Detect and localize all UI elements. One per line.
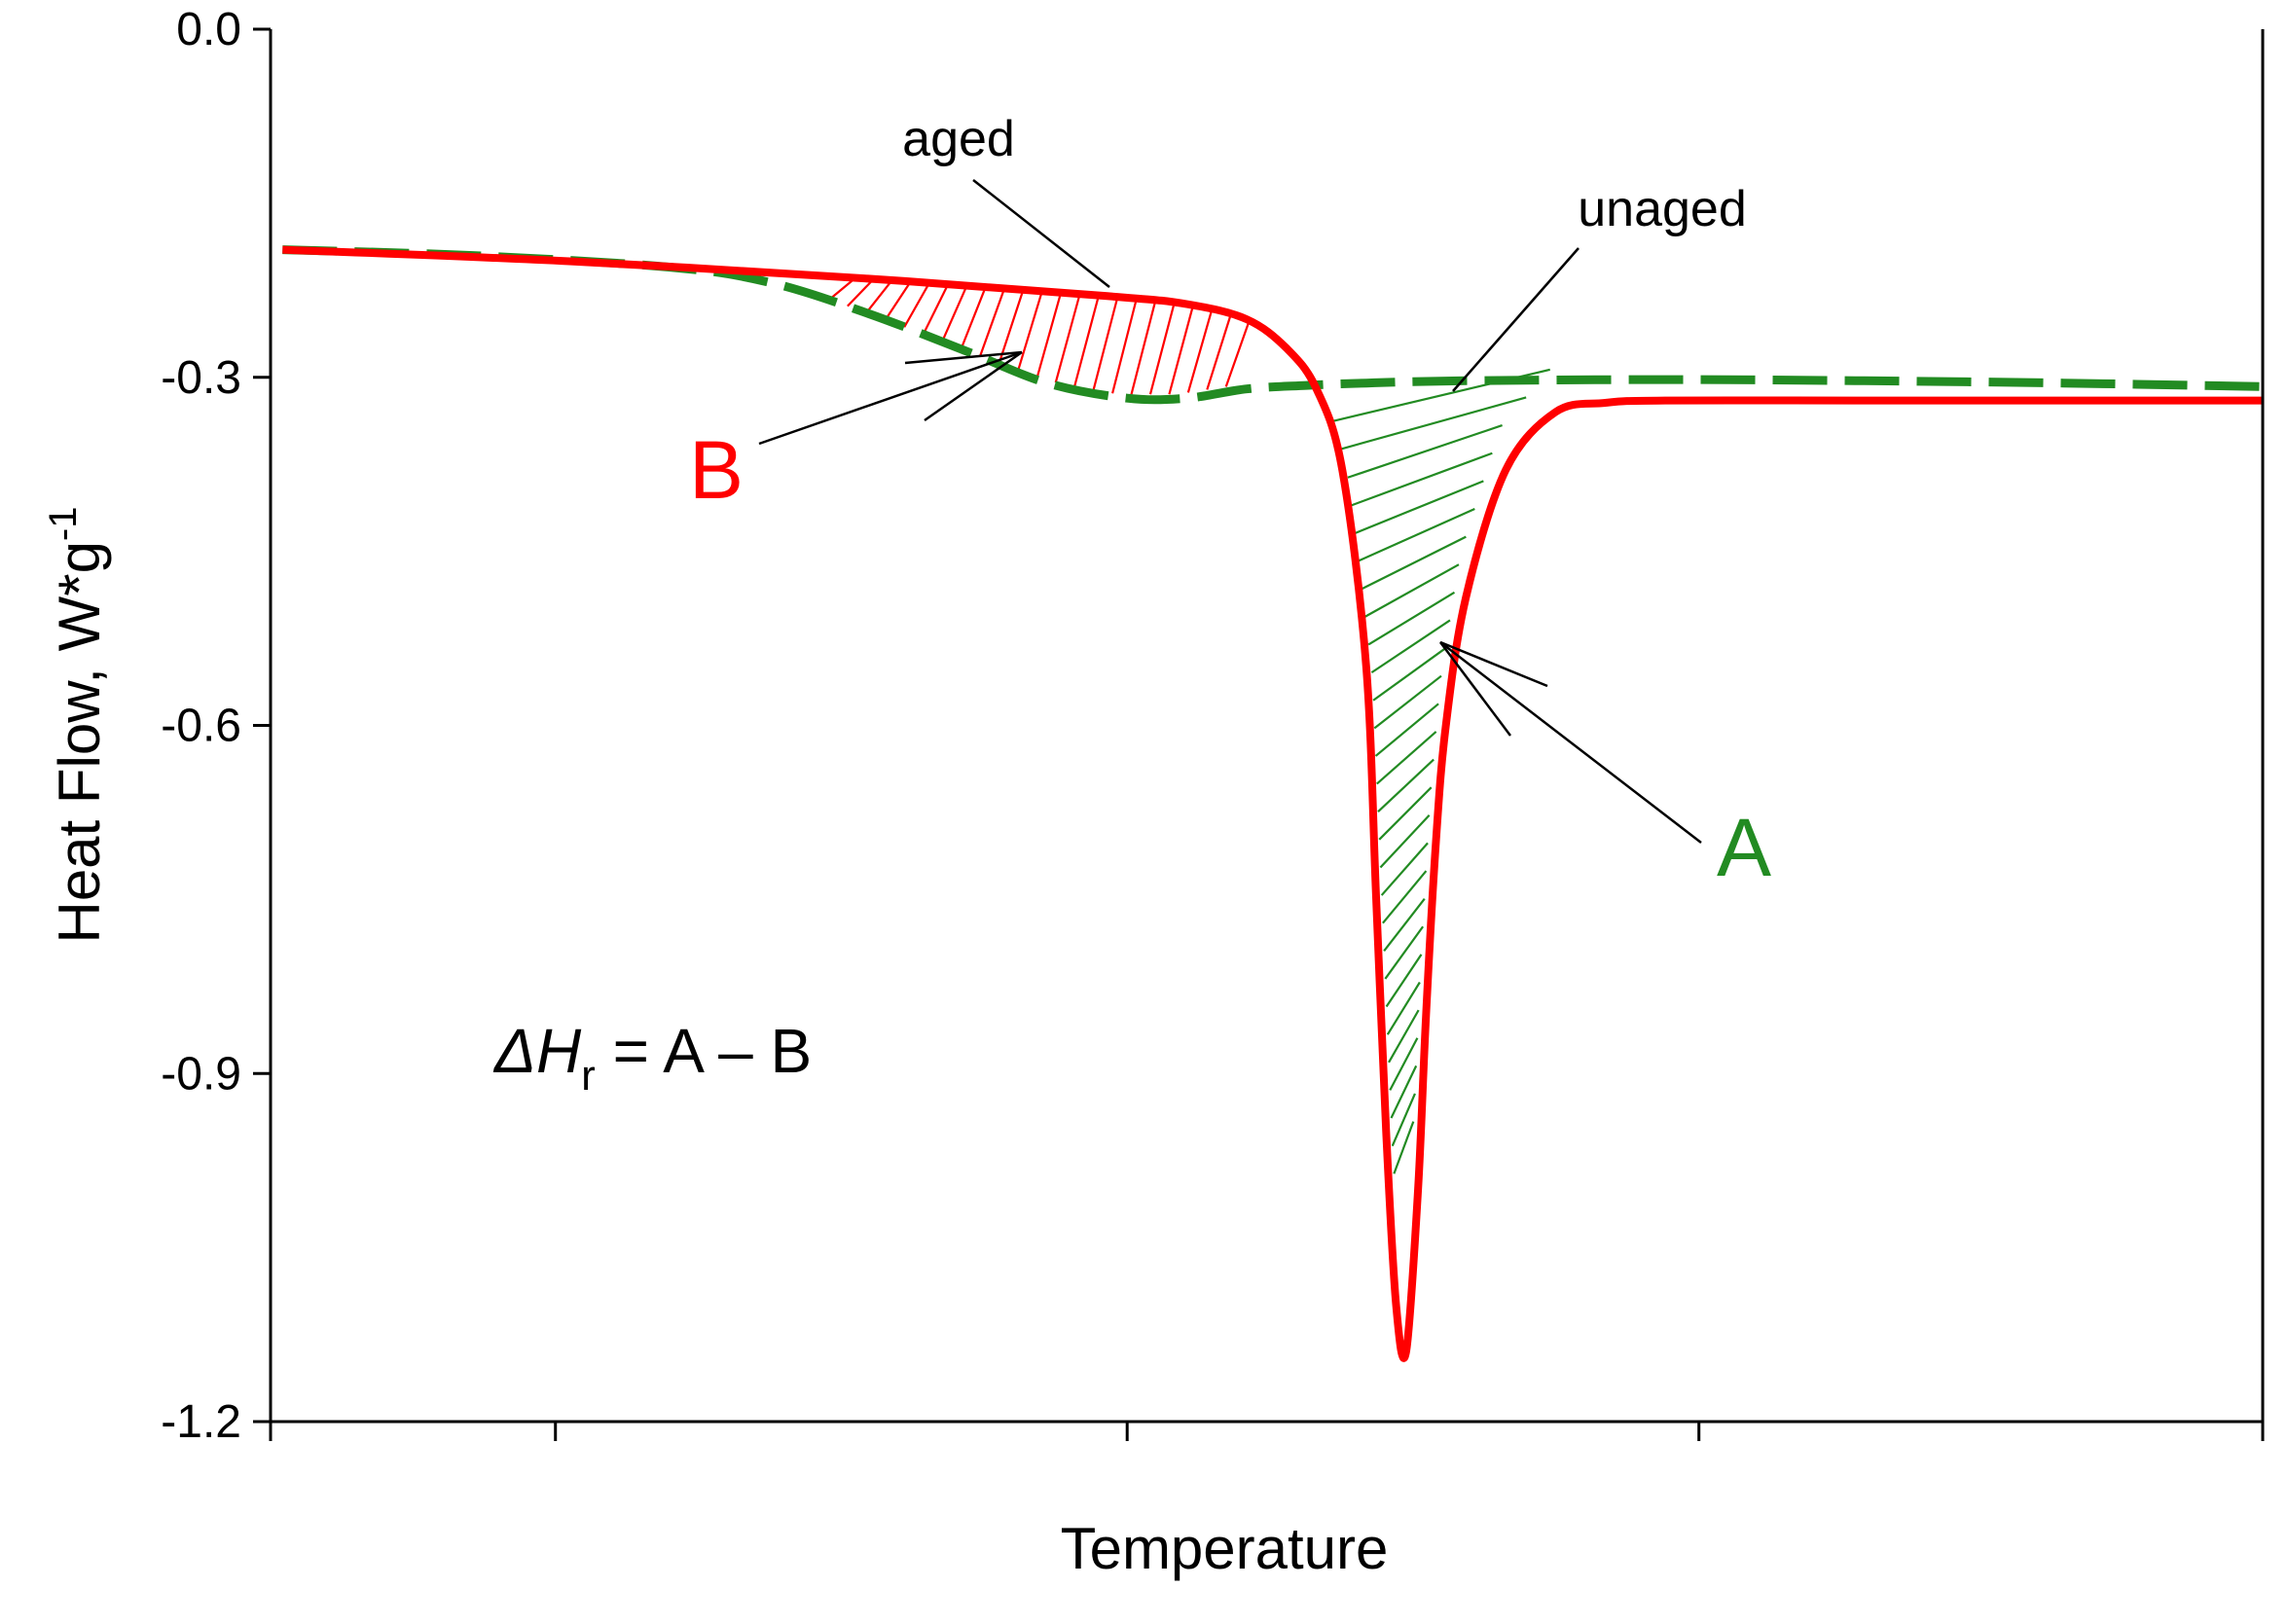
- hatch-line-b: [1092, 299, 1118, 390]
- y-axis-title: Heat Flow, W*g-1: [42, 506, 112, 943]
- hatch-line-a: [1389, 1037, 1419, 1091]
- hatch-line-b: [1073, 298, 1100, 387]
- aged-pointer-line: [972, 179, 1110, 288]
- hatch-line-a: [1380, 842, 1429, 896]
- hatch-line-a: [1385, 954, 1423, 1008]
- y-axis-title-superscript: -1: [42, 506, 85, 541]
- hatch-line-b: [847, 280, 872, 307]
- area-a-hatch: [1329, 368, 1550, 1174]
- hatch-line-b: [884, 283, 910, 321]
- y-tick-label: -1.2: [161, 1396, 241, 1448]
- x-axis-title: Temperature: [1061, 1516, 1389, 1581]
- hatch-line-a: [1391, 1093, 1416, 1147]
- hatch-line-a: [1361, 535, 1467, 591]
- y-tick-label: 0.0: [176, 4, 241, 55]
- hatch-line-a: [1382, 870, 1428, 924]
- hatch-line-a: [1358, 507, 1475, 562]
- hatch-line-b: [978, 291, 1005, 357]
- hatch-line-a: [1367, 591, 1456, 646]
- hatch-line-a: [1393, 1121, 1415, 1174]
- hatch-line-a: [1386, 981, 1421, 1035]
- enthalpy-formula: ΔHr = A – B: [492, 1016, 812, 1100]
- formula-subscript: r: [581, 1052, 596, 1100]
- unaged-pointer-line: [1452, 247, 1580, 392]
- hatch-line-b: [1148, 305, 1176, 395]
- y-tick-label: -0.9: [161, 1048, 241, 1100]
- hatch-line-b: [960, 289, 986, 350]
- unaged-label: unaged: [1578, 181, 1747, 237]
- hatch-line-b: [903, 285, 929, 328]
- area-a-label: A: [1717, 802, 1771, 893]
- hatch-line-b: [998, 292, 1024, 365]
- hatch-line-a: [1338, 396, 1527, 451]
- area-b-hatch: [827, 279, 1251, 395]
- hatch-line-b: [1186, 310, 1213, 393]
- hatch-line-a: [1377, 758, 1435, 813]
- hatch-line-a: [1383, 897, 1426, 952]
- hatch-line-a: [1388, 1009, 1420, 1064]
- hatch-line-a: [1363, 563, 1460, 618]
- hatch-line-a: [1379, 814, 1431, 869]
- y-tick-label: -0.6: [161, 701, 241, 752]
- hatch-line-a: [1347, 424, 1503, 479]
- a-arrowhead-lower: [1439, 641, 1511, 737]
- b-arrowhead-upper: [904, 350, 1023, 365]
- hatch-line-b: [1206, 315, 1232, 390]
- hatch-line-b: [1035, 295, 1062, 379]
- hatch-line-b: [1054, 296, 1080, 383]
- a-arrowhead-upper: [1439, 640, 1548, 688]
- area-b-label: B: [689, 424, 744, 516]
- hatch-line-a: [1354, 480, 1484, 535]
- hatch-line-b: [922, 286, 948, 336]
- b-pointer-line: [758, 350, 1023, 446]
- hatch-line-a: [1372, 647, 1447, 702]
- hatch-line-a: [1374, 703, 1439, 757]
- series-line-aged: [282, 245, 2263, 1362]
- hatch-line-b: [1168, 307, 1194, 395]
- hatch-line-b: [1224, 319, 1251, 387]
- hatch-line-a: [1351, 451, 1493, 507]
- hatch-line-b: [1111, 301, 1138, 394]
- hatch-line-b: [1016, 293, 1042, 372]
- hatch-line-a: [1373, 674, 1442, 730]
- hatch-line-a: [1376, 731, 1437, 785]
- a-pointer-line: [1439, 641, 1702, 844]
- hatch-line-a: [1378, 786, 1433, 841]
- formula-delta-h: ΔH: [492, 1016, 582, 1086]
- y-tick-label: -0.3: [161, 352, 241, 404]
- hatch-line-b: [941, 288, 967, 343]
- formula-rest: = A – B: [596, 1016, 812, 1086]
- hatch-line-a: [1390, 1065, 1418, 1119]
- hatch-line-b: [1130, 303, 1156, 395]
- aged-label: aged: [902, 111, 1015, 167]
- hatch-line-a: [1384, 925, 1425, 980]
- hatch-line-b: [865, 282, 891, 313]
- hatch-line-a: [1370, 619, 1451, 674]
- b-arrowhead-lower: [924, 350, 1023, 422]
- series-line-unaged: [282, 245, 2263, 405]
- y-axis-title-main: Heat Flow, W*g: [47, 541, 112, 943]
